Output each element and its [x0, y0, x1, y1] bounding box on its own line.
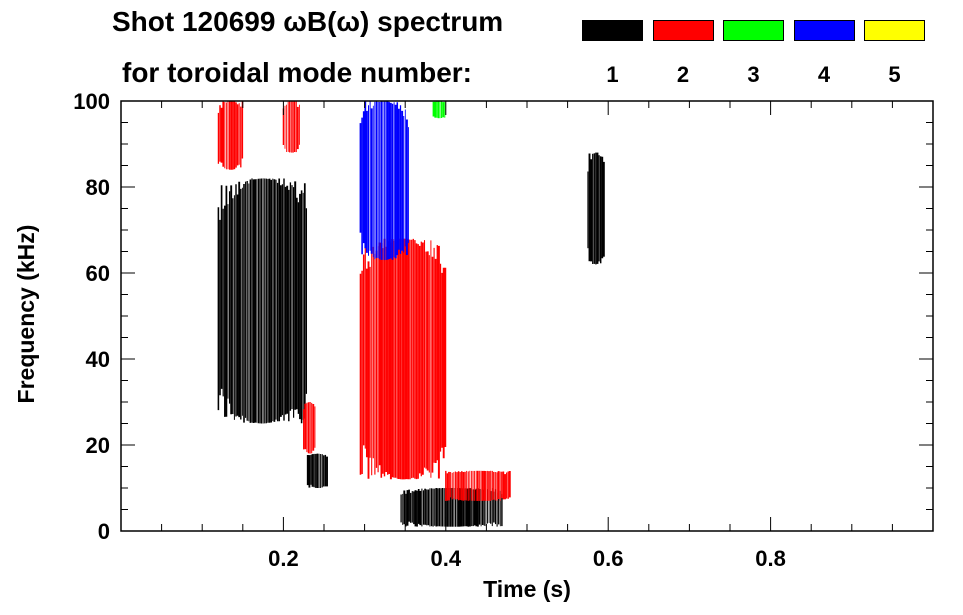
- mode-2-region: [359, 238, 447, 480]
- mode-1-region: [400, 488, 503, 527]
- mode-1-region: [217, 178, 308, 424]
- legend-swatch-mode-3: [723, 20, 784, 41]
- y-axis-title: Frequency (kHz): [13, 225, 39, 404]
- chart-title-line1: Shot 120699 ωB(ω) spectrum: [112, 6, 504, 37]
- legend-swatch-mode-2: [652, 20, 714, 41]
- legend-label-mode-1: 1: [606, 62, 619, 87]
- y-tick-label: 0: [98, 519, 110, 544]
- y-tick-label: 40: [86, 347, 110, 372]
- mode-4-series: [359, 101, 409, 261]
- x-tick-label: 0.8: [755, 546, 786, 571]
- mode-3-region: [432, 101, 446, 119]
- legend-label-mode-3: 3: [747, 62, 760, 87]
- chart-title-line2: for toroidal mode number:: [122, 57, 472, 88]
- mode-1-region: [306, 453, 328, 488]
- legend-swatch-mode-1: [582, 20, 643, 41]
- y-tick-label: 80: [86, 175, 110, 200]
- tick-labels: 0.2 0.4 0.6 0.8 0 20 40 60 80 100: [73, 89, 786, 571]
- legend-swatch-mode-4: [793, 20, 855, 41]
- spectrum-regions: [217, 101, 605, 527]
- mode-4-region: [359, 101, 409, 261]
- mode-2-series: [217, 101, 511, 501]
- mode-2-region: [282, 101, 300, 153]
- legend-label-mode-4: 4: [817, 62, 831, 87]
- x-tick-label: 0.4: [431, 546, 462, 571]
- legend-label-mode-5: 5: [888, 62, 901, 87]
- mode-2-region: [217, 101, 244, 170]
- mode-1-region: [587, 152, 605, 265]
- mode-3-series: [432, 101, 446, 119]
- legend-swatch-mode-5: [864, 20, 925, 41]
- legend-label-mode-2: 2: [676, 62, 690, 87]
- x-tick-label: 0.6: [593, 546, 624, 571]
- x-tick-label: 0.2: [268, 546, 299, 571]
- y-tick-label: 60: [86, 261, 110, 286]
- y-tick-label: 100: [73, 89, 110, 114]
- axis-ticks: [120, 100, 934, 532]
- x-axis-title: Time (s): [483, 576, 571, 602]
- y-tick-label: 20: [86, 433, 110, 458]
- mode-2-region: [303, 402, 316, 454]
- mode-2-region: [445, 470, 511, 501]
